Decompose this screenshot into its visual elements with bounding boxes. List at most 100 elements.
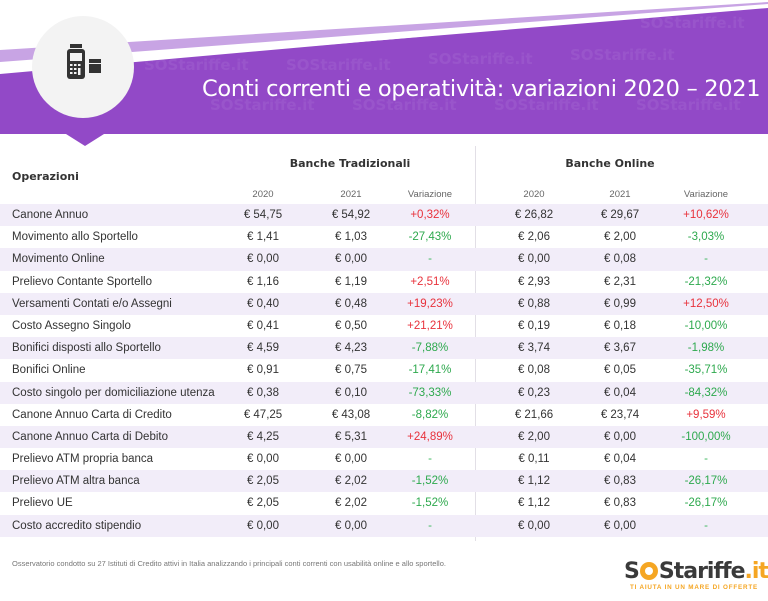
trad-variation-cell: -8,82% — [411, 408, 449, 421]
row-label: Costo Assegno Singolo — [12, 319, 131, 332]
trad-variation-cell: +21,21% — [407, 319, 453, 332]
trad-2021-cell: € 0,00 — [335, 453, 367, 466]
trad-2021-cell: € 2,02 — [335, 497, 367, 510]
trad-2020-cell: € 0,00 — [247, 253, 279, 266]
table-row: Bonifici Online € 0,91 € 0,75 -17,41% € 0,08… — [0, 359, 768, 381]
trad-2021-cell: € 1,03 — [335, 231, 367, 244]
trad-variation-cell: -7,88% — [411, 342, 449, 355]
watermark: SOStariffe.it — [286, 56, 391, 74]
pos-terminal-icon — [67, 44, 101, 79]
col-header-online-2021: 2021 — [609, 189, 631, 200]
trad-variation-cell: -27,43% — [408, 231, 452, 244]
online-2020-cell: € 26,82 — [514, 209, 554, 221]
table-row: Versamenti Contati e/o Assegni € 0,40 € 0,… — [0, 292, 768, 315]
online-2021-cell: € 3,67 — [604, 342, 636, 355]
online-2020-cell: € 0,00 — [518, 519, 550, 532]
logo-wordmark: S Stariffe.it — [624, 560, 768, 584]
online-variation-cell: -3,03% — [687, 231, 725, 244]
row-label: Movimento allo Sportello — [12, 231, 138, 244]
group-header-online: Banche Online — [565, 157, 655, 170]
row-label: Canone Annuo Carta di Credito — [12, 408, 172, 421]
online-2021-cell: € 0,99 — [604, 297, 636, 310]
watermark: SOStariffe.it — [352, 96, 457, 114]
row-label: Movimento Online — [12, 253, 105, 266]
row-label: Prelievo ATM altra banca — [12, 475, 140, 488]
online-2021-cell: € 0,00 — [604, 430, 636, 443]
online-variation-cell: - — [704, 519, 708, 532]
online-2020-cell: € 1,12 — [518, 497, 550, 510]
trad-2020-cell: € 0,00 — [247, 519, 279, 532]
watermark: SOStariffe.it — [210, 96, 315, 114]
online-2021-cell: € 2,00 — [604, 231, 636, 244]
trad-2021-cell: € 0,10 — [335, 386, 367, 399]
trad-2021-cell: € 54,92 — [331, 209, 371, 221]
online-2020-cell: € 0,19 — [518, 319, 550, 332]
watermark: SOStariffe.it — [494, 96, 599, 114]
row-label: Costo singolo per domiciliazione utenza — [12, 386, 215, 399]
table-row: Costo Assegno Singolo € 0,41 € 0,50 +21,21%… — [0, 315, 768, 337]
online-2021-cell: € 0,83 — [604, 497, 636, 510]
logo-s: S — [624, 559, 640, 584]
online-2021-cell: € 23,74 — [600, 408, 640, 421]
trad-variation-cell: - — [428, 253, 432, 266]
online-2020-cell: € 0,11 — [518, 453, 550, 466]
row-label: Costo accredito stipendio — [12, 519, 142, 532]
online-variation-cell: +12,50% — [683, 297, 729, 310]
col-header-online-2020: 2020 — [523, 189, 545, 200]
group-header-traditional: Banche Tradizionali — [289, 157, 411, 170]
col-header-trad-variation: Variazione — [407, 189, 453, 200]
online-variation-cell: - — [704, 253, 708, 266]
trad-variation-cell: - — [428, 453, 432, 466]
row-label: Bonifici disposti allo Sportello — [12, 342, 161, 355]
trad-variation-cell: -1,52% — [411, 497, 449, 510]
table-row: Costo accredito stipendio € 0,00 € 0,00 - € … — [0, 514, 768, 537]
table-row: Canone Annuo Carta di Debito € 4,25 € 5,31… — [0, 425, 768, 449]
trad-2021-cell: € 5,31 — [335, 430, 367, 443]
watermark: SOStariffe.it — [428, 50, 533, 68]
trad-2020-cell: € 1,41 — [247, 231, 279, 244]
table-body: Canone Annuo € 54,75 € 54,92 +0,32% € 26,82 €… — [0, 204, 768, 537]
online-2020-cell: € 21,66 — [514, 408, 554, 421]
trad-2020-cell: € 54,75 — [243, 209, 283, 221]
online-2021-cell: € 0,83 — [604, 475, 636, 488]
trad-2020-cell: € 4,25 — [247, 430, 279, 443]
logo-tagline: TI AIUTA IN UN MARE DI OFFERTE — [630, 584, 759, 591]
trad-variation-cell: -73,33% — [408, 386, 452, 399]
online-2020-cell: € 0,08 — [518, 364, 550, 377]
trad-2020-cell: € 0,91 — [247, 364, 279, 377]
online-2021-cell: € 29,67 — [600, 209, 640, 221]
trad-variation-cell: +19,23% — [407, 297, 453, 310]
online-2020-cell: € 2,06 — [518, 231, 550, 244]
trad-2020-cell: € 2,05 — [247, 497, 279, 510]
trad-2021-cell: € 0,00 — [335, 253, 367, 266]
lifebuoy-icon — [639, 562, 658, 580]
row-label: Prelievo Contante Sportello — [12, 275, 152, 288]
footnote: Osservatorio condotto su 27 Istituti di … — [12, 559, 446, 568]
sostariffe-logo: S Stariffe.it TI AIUTA IN UN MARE DI OFFE… — [624, 560, 768, 594]
row-label: Canone Annuo Carta di Debito — [12, 430, 168, 443]
trad-2021-cell: € 1,19 — [335, 275, 367, 288]
logo-text: Stariffe — [658, 559, 746, 584]
watermark: SOStariffe.it — [640, 14, 745, 32]
watermark: SOStariffe.it — [636, 96, 741, 114]
online-2020-cell: € 0,88 — [518, 297, 550, 310]
col-header-trad-2020: 2020 — [252, 189, 274, 200]
table-row: Costo singolo per domiciliazione utenza €… — [0, 381, 768, 404]
logo-tld: .it — [744, 559, 768, 584]
online-2020-cell: € 0,00 — [518, 253, 550, 266]
trad-2021-cell: € 4,23 — [335, 342, 367, 355]
table-row: Prelievo ATM propria banca € 0,00 € 0,00 - €… — [0, 448, 768, 470]
trad-2020-cell: € 2,05 — [247, 475, 279, 488]
trad-2021-cell: € 0,75 — [335, 364, 367, 377]
online-variation-cell: - — [704, 453, 708, 466]
online-variation-cell: +9,59% — [686, 408, 726, 421]
online-2020-cell: € 2,93 — [518, 275, 550, 288]
operations-header: Operazioni — [12, 170, 79, 183]
online-variation-cell: -26,17% — [684, 475, 728, 488]
trad-2021-cell: € 0,48 — [335, 297, 367, 310]
trad-variation-cell: +24,89% — [407, 430, 453, 443]
trad-2020-cell: € 0,41 — [247, 319, 279, 332]
online-2021-cell: € 0,00 — [604, 519, 636, 532]
online-2020-cell: € 0,23 — [518, 386, 550, 399]
online-variation-cell: +10,62% — [683, 209, 729, 221]
